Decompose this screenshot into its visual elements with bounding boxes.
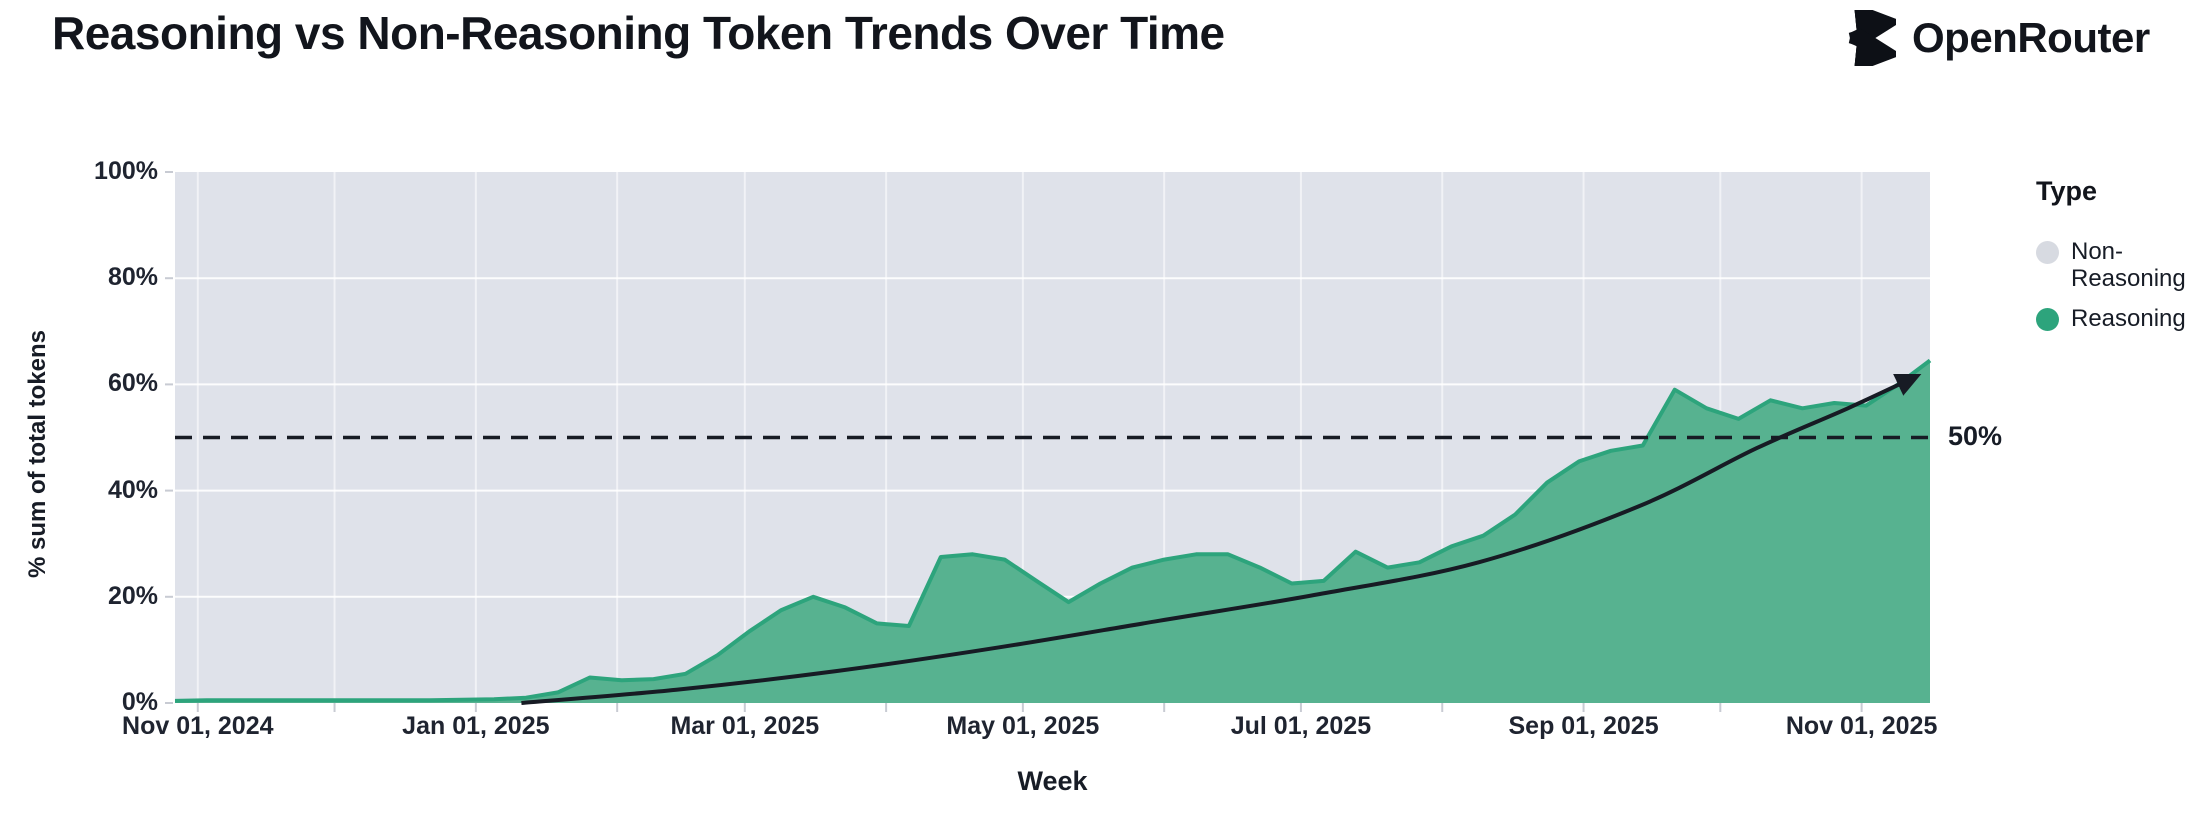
legend-item-reasoning[interactable]: Reasoning [2036,304,2200,333]
x-tick-label: Mar 01, 2025 [670,712,820,740]
brand: OpenRouter [1840,10,2150,66]
x-axis-title: Week [1017,766,1088,796]
x-tick-label: Jul 01, 2025 [1230,712,1372,740]
chart-title: Reasoning vs Non-Reasoning Token Trends … [52,7,1225,59]
plot-area [165,171,1932,712]
y-axis-title: % sum of total tokens [24,329,51,578]
legend-item-label: Reasoning [2071,304,2186,332]
y-tick-label: 80% [107,263,158,292]
legend-swatch-icon [2036,241,2059,264]
fifty-percent-label: 50% [1948,420,2003,451]
legend-item-label: Non-Reasoning [2071,238,2186,292]
y-tick-label: 0% [121,688,158,716]
openrouter-logo-icon [1848,10,1896,66]
x-tick-label: Sep 01, 2025 [1508,712,1659,740]
x-tick-label: Jan 01, 2025 [402,712,550,740]
legend-item-non-reasoning[interactable]: Non-Reasoning [2036,238,2200,293]
y-tick-label: 20% [107,581,158,610]
legend-title: Type [2036,176,2098,206]
x-tick-label: Nov 01, 2024 [122,712,274,740]
reasoning-area-edge [174,358,1932,703]
plot-canvas[interactable] [165,171,1932,712]
x-tick-label: Nov 01, 2025 [1785,712,1938,740]
y-tick-label: 60% [107,369,158,398]
y-tick-label: 40% [107,475,158,504]
legend-items: Non-Reasoning Reasoning [2036,238,2200,333]
legend: Type Non-Reasoning Reasoning [2036,176,2200,346]
trend-arrow [521,373,1922,705]
brand-name: OpenRouter [1912,14,2150,61]
x-tick-label: May 01, 2025 [946,712,1100,740]
legend-swatch-icon [2036,307,2059,331]
y-tick-label: 100% [94,157,158,185]
reasoning-area [175,360,1930,703]
